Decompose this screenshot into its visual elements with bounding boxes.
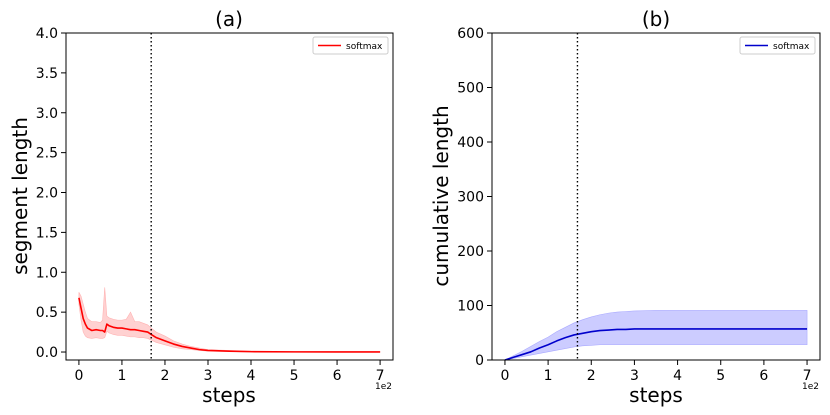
chart-a-legend: softmax	[312, 36, 389, 55]
chart-a-x-tick-label: 0	[74, 368, 83, 384]
chart-b-y-tick-label: 300	[457, 190, 484, 206]
chart-a-legend-label: softmax	[346, 42, 383, 52]
chart-a-x-tick-label: 6	[333, 368, 342, 384]
chart-b-x-tick-label: 5	[716, 368, 725, 384]
chart-b-x-tick-label: 1	[544, 368, 553, 384]
chart-a-x-tick-label: 3	[204, 368, 213, 384]
chart-b-line-layer	[504, 328, 808, 361]
chart-a-legend-box	[312, 36, 389, 55]
chart-b-y-tick-label: 400	[457, 135, 484, 151]
chart-b-y-axis-label: cumulative length	[429, 105, 453, 286]
chart-b-legend-label: softmax	[773, 42, 810, 52]
chart-a-x-offset-label: 1e2	[375, 382, 392, 392]
chart-a-plot-frame	[65, 32, 394, 361]
chart-a-y-tick-label: 3.0	[36, 106, 58, 122]
chart-b-x-tick-label: 4	[673, 368, 682, 384]
chart-a-y-tick-label: 1.0	[36, 265, 58, 281]
chart-a-x-tick-label: 1	[117, 368, 126, 384]
chart-b-series-line	[504, 328, 808, 361]
chart-b: (b) 0 1 2 3 4 5 6 7 0 100 200 300 400 500 600 1e2 ste…	[429, 7, 821, 407]
chart-b-y-tick-label: 200	[457, 244, 484, 260]
chart-b-y-tick-label: 600	[457, 26, 484, 42]
chart-a-x-tick-label: 2	[160, 368, 169, 384]
chart-b-x-axis-label: steps	[629, 383, 683, 407]
chart-a-series-line	[78, 297, 381, 353]
chart-b-x-ticks: 0 1 2 3 4 5 6 7	[500, 360, 812, 384]
chart-a-x-tick-label: 4	[247, 368, 256, 384]
chart-b-y-tick-label: 500	[457, 81, 484, 97]
chart-a-y-tick-label: 4.0	[36, 26, 58, 42]
chart-b-band-layer	[504, 310, 808, 361]
chart-b-y-ticks: 0 100 200 300 400 500 600	[457, 26, 492, 369]
chart-a-line-layer	[78, 297, 381, 353]
chart-b-y-tick-label: 100	[457, 299, 484, 315]
chart-a-title: (a)	[215, 7, 243, 31]
chart-b-x-tick-label: 3	[630, 368, 639, 384]
chart-a-y-tick-label: 3.5	[36, 66, 58, 82]
chart-b-title: (b)	[642, 7, 670, 31]
chart-a-y-axis-label: segment length	[8, 117, 32, 275]
chart-a-band-layer	[78, 287, 381, 353]
chart-a-y-tick-label: 0.0	[36, 345, 58, 361]
chart-b-legend: softmax	[739, 36, 816, 55]
chart-a: (a) 0 1 2 3 4 5 6 7 0.0 0.5 1.0 1.5 2.0 2.5 3.0 3.5 4.0…	[8, 7, 394, 407]
chart-a-x-axis-label: steps	[202, 383, 256, 407]
chart-a-x-ticks: 0 1 2 3 4 5 6 7	[74, 360, 385, 384]
chart-b-legend-box	[739, 36, 816, 55]
chart-b-x-tick-label: 0	[500, 368, 509, 384]
chart-a-x-tick-label: 7	[376, 368, 385, 384]
chart-b-x-offset-label: 1e2	[802, 382, 819, 392]
chart-b-x-tick-label: 6	[759, 368, 768, 384]
chart-b-series-band	[504, 310, 808, 361]
chart-a-y-tick-label: 1.5	[36, 225, 58, 241]
chart-a-x-tick-label: 5	[290, 368, 299, 384]
chart-b-y-tick-label: 0	[475, 353, 484, 369]
chart-a-y-tick-label: 2.5	[36, 146, 58, 162]
chart-b-x-tick-label: 7	[803, 368, 812, 384]
chart-a-y-tick-label: 2.0	[36, 186, 58, 202]
chart-a-y-ticks: 0.0 0.5 1.0 1.5 2.0 2.5 3.0 3.5 4.0	[36, 26, 66, 361]
chart-a-series-band	[78, 287, 381, 353]
chart-b-x-tick-label: 2	[587, 368, 596, 384]
chart-a-y-tick-label: 0.5	[36, 305, 58, 321]
